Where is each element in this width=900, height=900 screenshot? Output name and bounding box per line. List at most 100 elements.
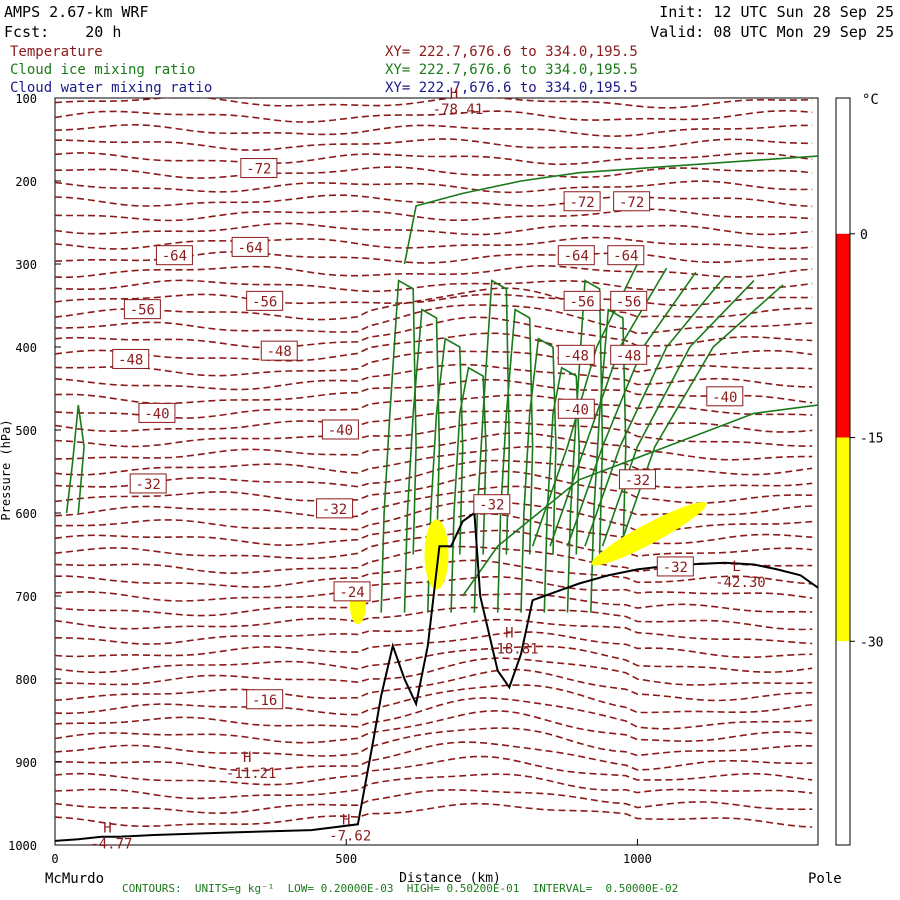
isotherm-label: -32 [322,502,347,518]
isotherm-line [55,545,813,575]
ice-contour-line [450,366,487,613]
extremum-type: H [342,812,350,828]
x-start-label: McMurdo [45,871,104,887]
isotherm-line [55,459,813,489]
isotherm-line [55,304,813,335]
extremum-type: H [243,750,251,766]
isotherm-label-box [260,340,298,361]
isotherm-label: -32 [479,498,504,514]
isotherm-line [55,287,813,321]
isotherm-line [55,208,813,222]
isotherm-label: -48 [564,348,589,364]
isotherm-line [55,421,813,448]
colorbar-level: -15 [860,432,883,447]
isotherm-label-box [618,469,656,490]
isotherm-label-box [610,344,648,365]
isotherm-label-box [246,689,284,710]
y-tick-label: 400 [15,341,37,355]
extremum-type: H [505,626,513,642]
isotherm-label-box [316,498,354,519]
isotherm-line [55,709,813,744]
isotherm-label: -64 [613,249,638,265]
isotherm-label-box [129,473,167,494]
ice-contour-line [601,280,755,547]
extremum-value: -4.77 [90,837,132,853]
isotherm-label: -40 [144,406,169,422]
y-tick-label: 800 [15,673,37,687]
isotherm-line [55,264,813,279]
isotherm-line [55,409,813,433]
ice-contour-line [520,337,557,613]
isotherm-label-box [610,290,648,311]
colorbar-band [836,98,850,234]
isotherm-label-box [123,299,161,320]
ice-contour-line [403,155,818,265]
isotherm-line [55,363,813,391]
isotherm-label: -48 [118,352,143,368]
isotherm-label-box [112,348,150,369]
extremum-value: -18.81 [488,642,539,658]
ice-contour-line [590,308,627,613]
isotherm-label: -32 [136,477,161,493]
isotherm-label-box [607,245,645,266]
isotherm-line [55,802,813,828]
isotherm-label: -56 [130,303,155,319]
model-title: AMPS 2.67-km WRF [4,3,149,21]
contour-info: CONTOURS: UNITS=g kg⁻¹ LOW= 0.20000E-03 … [122,882,679,895]
y-tick-label: 100 [15,92,37,106]
temperature-colorbar: 0 -15 -30 [835,97,883,846]
ice-contour-line [403,308,441,613]
colorbar-unit: °C [862,92,879,108]
forecast-hour: Fcst: 20 h [4,23,122,41]
temperature-contour-labels: -72 -72 -72 -64 -64 -64 -64 -56 -56 -56 -56 -48 -48 -… [112,158,744,710]
isotherm-line [55,755,813,786]
terrain-line [55,511,818,842]
isotherm-line [55,789,813,815]
isotherm-line [55,98,813,109]
x-tick-label: 500 [335,852,357,866]
isotherm-line [55,512,813,547]
isotherm-line [55,109,813,123]
isotherm-label-box [138,402,176,423]
isotherm-line [55,222,813,236]
isotherm-line [55,236,813,250]
isotherm-line [55,727,813,757]
ice-contour-line [462,404,818,597]
isotherm-line [55,194,813,208]
colorbar-level: 0 [860,228,868,243]
isotherm-line [55,657,813,686]
ice-contour-line [543,366,581,613]
ice-contour-line [619,284,784,547]
isotherm-line [55,668,813,702]
x-tick-label: 1000 [623,852,652,866]
isotherm-label: -24 [339,585,364,601]
colorbar-frame [835,97,851,846]
isotherm-label-box [321,419,359,440]
isotherm-line [55,138,813,152]
temperature-contours [55,98,813,828]
isotherm-label-box [613,191,651,212]
y-tick-label: 700 [15,590,37,604]
isotherm-line [55,741,813,772]
isotherm-line [55,559,813,588]
isotherm-line [55,378,813,405]
colorbar-band [836,641,850,845]
isotherm-line [55,180,813,194]
isotherm-label-box [240,158,278,179]
isotherm-label: -64 [237,240,262,256]
isotherm-line [55,432,813,461]
isotherm-label-box [231,236,269,257]
isotherm-label: -48 [267,344,292,360]
isotherm-line [55,316,813,349]
plot-frame [54,97,819,846]
ice-contour-line [427,337,464,613]
isotherm-line [55,279,813,293]
isotherm-label-box [706,386,744,407]
y-tick-label: 300 [15,258,37,272]
colorbar-band [836,233,850,438]
isotherm-label: -72 [246,162,271,178]
isotherm-label: -72 [619,195,644,211]
isotherm-line [55,152,813,166]
colorbar-level: -30 [860,635,883,650]
isotherm-label-box [155,245,193,266]
